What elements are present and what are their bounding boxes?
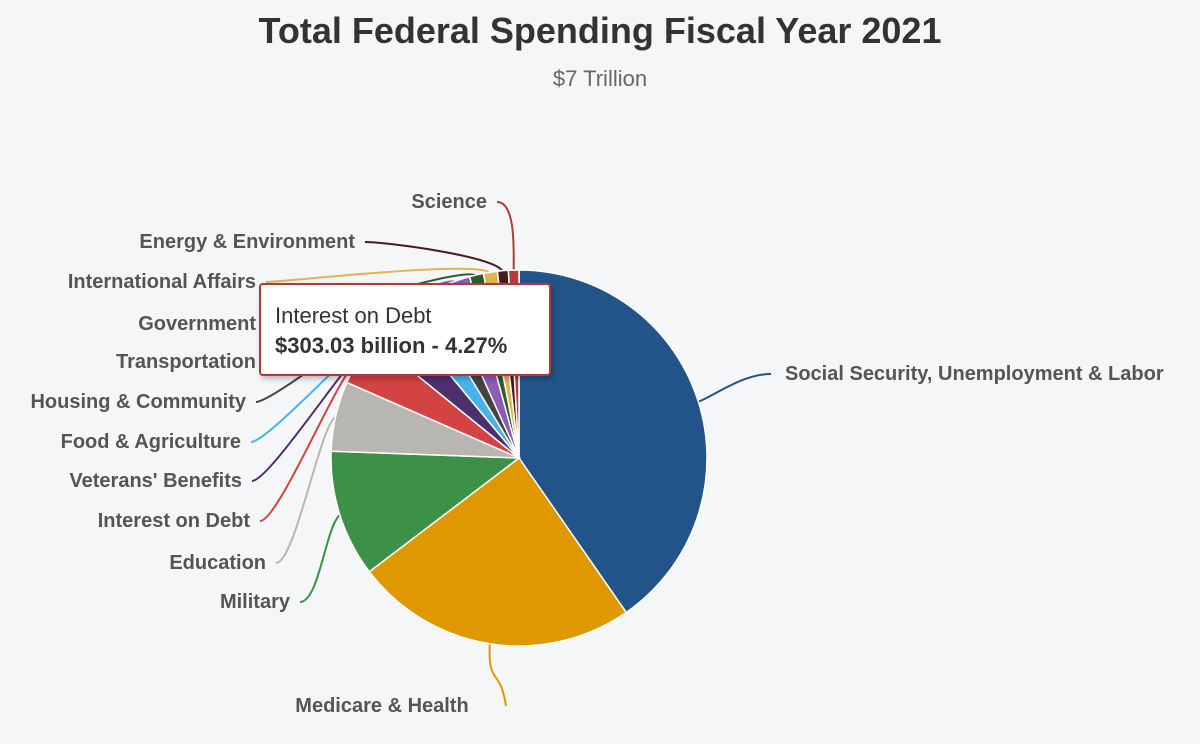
- slice-label-international-affairs: International Affairs: [68, 271, 256, 293]
- slice-label-government: Government: [138, 313, 256, 335]
- connector-education: [275, 415, 339, 564]
- connector-social-security-unemployment-labor: [696, 373, 772, 404]
- slice-label-transportation: Transportation: [116, 351, 256, 373]
- slice-label-housing-community: Housing & Community: [30, 391, 246, 413]
- tooltip-label: Interest on Debt: [275, 303, 432, 328]
- slice-label-military: Military: [220, 591, 291, 613]
- pie-slice-social-security-unemployment-labor[interactable]: [518, 269, 708, 614]
- connector-medicare-health: [488, 641, 507, 707]
- pie-slice-military[interactable]: [330, 450, 522, 573]
- tooltip: Interest on Debt $303.03 billion - 4.27%: [259, 283, 551, 376]
- slice-label-veterans-benefits: Veterans' Benefits: [69, 470, 242, 492]
- connector-military: [299, 513, 343, 603]
- pie-slice-medicare-health[interactable]: [368, 456, 628, 647]
- slice-label-science: Science: [411, 191, 487, 213]
- chart-subtitle: $7 Trillion: [552, 66, 648, 91]
- slice-label-interest-on-debt: Interest on Debt: [98, 510, 251, 532]
- slice-label-energy-environment: Energy & Environment: [139, 231, 355, 253]
- chart-title: Total Federal Spending Fiscal Year 2021: [258, 10, 942, 51]
- slice-label-medicare-health: Medicare & Health: [295, 695, 468, 717]
- slice-label-food-agriculture: Food & Agriculture: [61, 431, 241, 453]
- connector-science: [496, 201, 515, 273]
- slice-label-social-security-unemployment-labor: Social Security, Unemployment & Labor: [785, 363, 1164, 385]
- slice-label-education: Education: [169, 552, 266, 574]
- connector-international-affairs: [265, 267, 492, 283]
- tooltip-value: $303.03 billion - 4.27%: [275, 333, 508, 358]
- connector-energy-environment: [364, 241, 505, 274]
